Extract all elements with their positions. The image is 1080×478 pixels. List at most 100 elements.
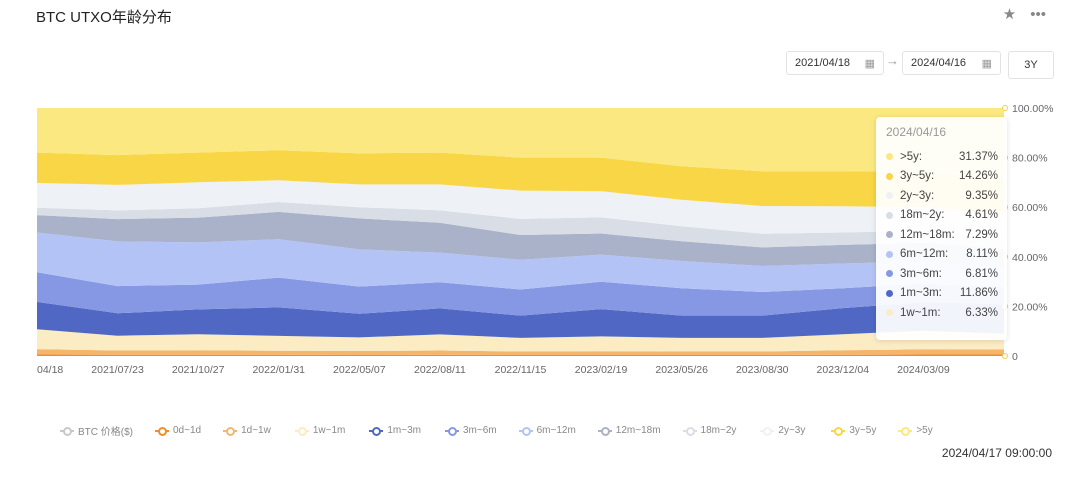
legend-item[interactable]: 0d~1d [155,423,201,438]
legend-item[interactable]: 3m~6m [444,423,497,438]
x-tick-label: 2024/03/09 [897,364,950,376]
tooltip-series-label: 3m~6m: [900,267,942,280]
y-tick-label: 100.00% [1012,103,1053,115]
x-tick-label: 2022/05/07 [333,364,386,376]
end-date-input[interactable]: 2024/04/16 ▦ [902,51,1001,75]
x-tick-label: 2023/02/19 [575,364,628,376]
x-tick-label: 04/18 [37,364,63,376]
legend-label: 2y~3y [778,425,806,436]
data-timestamp: 2024/04/17 09:00:00 [941,446,1052,460]
legend-item[interactable]: 2y~3y [760,423,805,438]
legend-item[interactable]: 1m~3m [369,423,421,438]
legend-item[interactable]: 3y~5y [831,423,876,438]
legend-swatch [831,426,846,436]
legend-swatch [60,426,74,436]
legend-swatch [444,426,459,436]
legend-label: 12m~18m [615,425,661,436]
series-area-18m~2y [37,202,1004,249]
legend-label: 18m~2y [700,425,737,436]
tooltip-series-label: 1m~3m: [900,287,942,300]
tooltip-series-dot [886,211,893,219]
legend-item[interactable]: BTC 价格($) [60,423,133,438]
series-area->5y [37,108,1004,179]
legend-swatch [294,426,309,436]
tooltip-row: 1w~1m: 6.33% [876,303,1007,323]
legend-item[interactable]: 1d~1w [223,423,271,438]
area-chart[interactable]: 100.00% 80.00% 60.00% 40.00% 20.00% 0 04/18 202… [0,90,1080,390]
legend-swatch [155,426,169,436]
tooltip-series-dot [886,231,893,239]
tooltip-series-dot [886,172,893,180]
legend-item[interactable]: 6m~12m [518,423,576,438]
legend-swatch [223,426,238,436]
end-date-value: 2024/04/16 [911,57,967,69]
legend-label: 3y~5y [849,425,877,436]
more-icon[interactable]: ••• [1030,5,1046,23]
x-tick-label: 2021/07/23 [91,364,144,376]
x-tick-label: 2023/12/04 [817,364,870,376]
tooltip-series-dot [886,153,893,161]
x-tick-label: 2022/01/31 [252,364,305,376]
tooltip-date: 2024/04/16 [886,125,947,139]
series-area-3y~5y [37,150,1004,215]
arrow-right-icon: → [886,53,899,68]
tooltip-series-value: 4.61% [965,209,998,222]
legend-label: 0d~1d [173,425,202,436]
legend-label: >5y [916,425,933,436]
chart-legend: BTC 价格($) 0d~1d 1d~1w 1w~1m 1m~3m 3m~6m 6m~12m… [60,423,933,438]
legend-item[interactable]: 18m~2y [682,423,737,438]
legend-label: 1m~3m [387,425,421,436]
series-area-3m~6m [37,272,1004,316]
series-area-12m~18m [37,211,1004,268]
tooltip-series-value: 31.37% [958,150,998,163]
x-tick-label: 2022/11/15 [495,364,547,376]
legend-item[interactable]: 1w~1m [294,423,345,438]
range-3y-button[interactable]: 3Y [1008,51,1054,79]
series-area-1m~3m [37,301,1004,338]
tooltip-series-dot [886,192,893,200]
legend-label: BTC 价格($) [78,427,133,438]
tooltip-series-value: 14.26% [958,170,998,183]
tooltip-series-label: 1w~1m: [900,306,941,319]
tooltip-series-label: 12m~18m: [900,228,955,241]
y-tick-label: 40.00% [1012,252,1048,264]
legend-swatch [898,426,913,436]
series-area-1w~1m [37,329,1004,352]
x-tick-label: 2023/08/30 [736,364,789,376]
series-area-6m~12m [37,232,1004,292]
chart-tooltip: 2024/04/16 >5y: 31.37% 3y~5y: 14.26% 2y~3y: 9… [876,117,1007,340]
tooltip-series-label: >5y: [900,150,923,163]
chart-title: BTC UTXO年龄分布 [36,9,172,26]
x-tick-label: 2021/10/27 [172,364,225,376]
y-tick-label: 80.00% [1012,153,1048,165]
tooltip-series-value: 7.29% [965,228,998,241]
x-tick-label: 2022/08/11 [414,364,466,376]
tooltip-series-label: 2y~3y: [900,189,935,202]
calendar-icon: ▦ [981,57,992,70]
tooltip-row: 18m~2y: 4.61% [876,206,1007,226]
y-tick-label: 0 [1012,351,1018,363]
tooltip-row: 3m~6m: 6.81% [876,264,1007,284]
star-icon[interactable]: ★ [1002,6,1017,23]
tooltip-row: >5y: 31.37% [876,147,1007,167]
legend-label: 1d~1w [241,425,271,436]
tooltip-series-dot [886,289,893,297]
tooltip-row: 12m~18m: 7.29% [876,225,1007,245]
series-area-0d~1d [37,354,1004,356]
series-area-1d~1w [37,349,1004,355]
legend-item[interactable]: >5y [898,423,933,438]
tooltip-series-value: 6.81% [965,267,998,280]
series-area-2y~3y [37,180,1004,238]
tooltip-series-dot [886,250,893,258]
tooltip-series-value: 9.35% [965,189,998,202]
start-date-value: 2021/04/18 [795,57,851,69]
calendar-icon: ▦ [864,57,875,70]
tooltip-series-value: 6.33% [965,306,998,319]
tooltip-row: 3y~5y: 14.26% [876,167,1007,187]
legend-item[interactable]: 12m~18m [597,423,661,438]
tooltip-row: 2y~3y: 9.35% [876,186,1007,206]
y-tick-marker [1002,353,1008,359]
tooltip-row: 1m~3m: 11.86% [876,284,1007,304]
title-actions: ★ ••• [1002,5,1046,24]
start-date-input[interactable]: 2021/04/18 ▦ [786,51,884,75]
